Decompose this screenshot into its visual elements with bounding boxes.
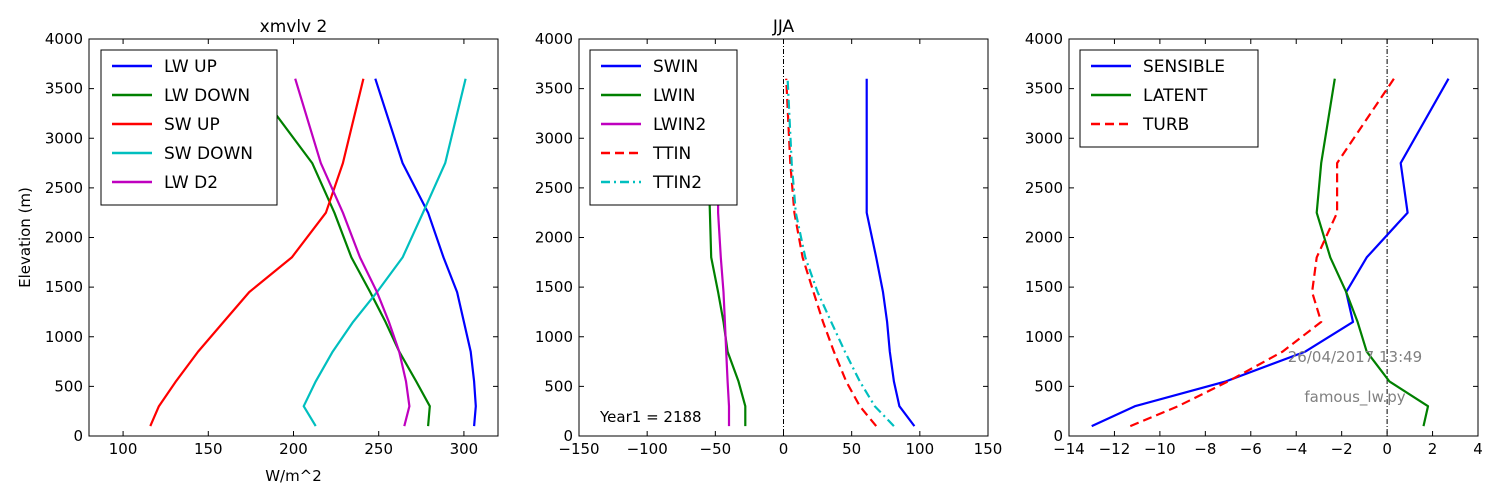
legend-label: SW DOWN	[164, 144, 253, 164]
y-tick-label: 0	[73, 427, 83, 445]
legend-label: SENSIBLE	[1143, 57, 1225, 77]
y-axis-label: Elevation (m)	[16, 187, 34, 288]
series-line-swin	[865, 78, 916, 427]
x-tick-label: −2	[1331, 440, 1353, 458]
panel-3: −14 −12 −10 −8 −6 −4 −2 0 2 4 0 500 1000 1500 2000 2500…	[1025, 30, 1483, 458]
series-line-sw-up	[149, 78, 365, 427]
series-line-turb	[1129, 78, 1395, 428]
y-tick-label: 1000	[1025, 328, 1063, 346]
watermark-script: famous_lw.py	[1304, 388, 1405, 407]
y-tick-label: 3000	[1025, 129, 1063, 147]
legend-label: SW UP	[164, 115, 220, 135]
panels-group: 100 150 200 250 3000500100015002000250030003…	[16, 17, 1483, 485]
y-tick-label: 3000	[535, 129, 573, 147]
series-line-sensible	[1091, 78, 1450, 428]
y-tick-label: 2500	[535, 179, 573, 197]
x-tick-label: 50	[842, 440, 861, 458]
y-tick-label: 1000	[45, 328, 83, 346]
legend-label: TTIN2	[652, 173, 702, 193]
y-tick-label: 4000	[1025, 30, 1063, 48]
legend-box	[100, 49, 278, 206]
x-tick-label: −100	[627, 440, 668, 458]
x-tick-label: −6	[1240, 440, 1262, 458]
x-tick-label: 100	[906, 440, 935, 458]
series-line-latent	[1315, 78, 1430, 427]
x-tick-label: 300	[450, 440, 479, 458]
y-tick-label: 4000	[45, 30, 83, 48]
x-tick-label: −150	[558, 440, 599, 458]
series-line-ttin2	[786, 78, 895, 427]
watermark-date: 26/04/2017 13:49	[1288, 348, 1422, 366]
chart-title: xmvlv 2	[260, 17, 328, 37]
y-tick-label: 2500	[45, 179, 83, 197]
y-tick-label: 2000	[535, 229, 573, 247]
y-tick-label: 3000	[45, 129, 83, 147]
series-line-lw-d2	[294, 78, 411, 427]
legend-label: LW DOWN	[164, 86, 250, 106]
y-tick-label: 3500	[1025, 80, 1063, 98]
series-line-lw-down	[248, 78, 431, 427]
x-tick-label: 0	[1382, 440, 1392, 458]
panel-1: 100 150 200 250 3000500100015002000250030003…	[16, 17, 499, 485]
y-tick-label: 1500	[535, 278, 573, 296]
x-tick-label: 150	[974, 440, 1003, 458]
series-line-lw-up	[374, 78, 477, 427]
x-tick-label: 4	[1473, 440, 1483, 458]
x-tick-label: −50	[700, 440, 732, 458]
y-tick-label: 500	[544, 377, 573, 395]
x-tick-label: 2	[1428, 440, 1438, 458]
chart-annotation: Year1 = 2188	[599, 408, 702, 426]
legend: SENSIBLE LATENT TURB	[1079, 49, 1259, 148]
x-tick-label: 0	[779, 440, 789, 458]
x-axis-label: W/m^2	[265, 467, 322, 485]
y-tick-label: 3500	[45, 80, 83, 98]
x-tick-label: −14	[1053, 440, 1085, 458]
legend-label: LWIN2	[653, 115, 706, 135]
x-tick-label: 100	[109, 440, 138, 458]
legend-label: LATENT	[1143, 86, 1208, 106]
legend-label: TTIN	[652, 144, 691, 164]
y-tick-label: 1500	[45, 278, 83, 296]
y-tick-label: 2500	[1025, 179, 1063, 197]
legend-label: LW UP	[164, 57, 217, 77]
x-tick-label: −8	[1194, 440, 1216, 458]
legend-label: SWIN	[653, 57, 698, 77]
y-tick-label: 3500	[535, 80, 573, 98]
y-tick-label: 1000	[535, 328, 573, 346]
y-tick-label: 0	[563, 427, 573, 445]
y-tick-label: 2000	[45, 229, 83, 247]
legend-label: TURB	[1142, 115, 1189, 135]
x-tick-label: 150	[194, 440, 223, 458]
x-tick-label: −12	[1099, 440, 1131, 458]
legend-label: LWIN	[653, 86, 695, 106]
x-tick-label: −10	[1144, 440, 1176, 458]
y-tick-label: 0	[1053, 427, 1063, 445]
x-tick-label: 200	[279, 440, 308, 458]
chart-title: JJA	[772, 17, 795, 37]
y-tick-label: 1500	[1025, 278, 1063, 296]
x-tick-label: 250	[364, 440, 393, 458]
legend: SWIN LWIN LWIN2 TTIN TTIN2	[589, 49, 738, 206]
y-tick-label: 500	[1034, 377, 1063, 395]
series-line-sw-down	[302, 78, 467, 427]
legend: LW UP LW DOWN SW UP SW DOWN LW D2	[100, 49, 278, 206]
y-tick-label: 4000	[535, 30, 573, 48]
series-line-ttin	[785, 78, 878, 427]
x-tick-label: −4	[1285, 440, 1307, 458]
y-tick-label: 500	[54, 377, 83, 395]
y-tick-label: 2000	[1025, 229, 1063, 247]
legend-box	[589, 49, 738, 206]
panel-2: −150 −100 −50 0 50 100 15005001000150020002500…	[535, 17, 1003, 458]
legend-label: LW D2	[164, 173, 218, 193]
